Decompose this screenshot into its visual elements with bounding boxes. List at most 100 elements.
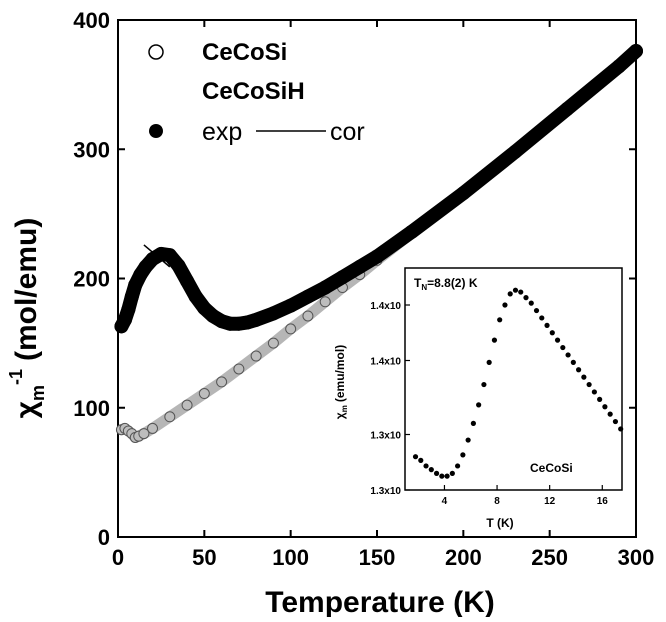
inset-point xyxy=(591,389,597,395)
inset-point xyxy=(560,344,566,351)
inset-x-ticks: 4 8 12 16 xyxy=(442,485,609,507)
main-point-cecosih xyxy=(128,277,143,292)
main-point-cecosih xyxy=(456,186,471,201)
inset-annotation-rest: =8.8(2) K xyxy=(427,276,478,290)
inset-point xyxy=(512,287,519,293)
legend-label-exp: exp xyxy=(202,118,242,146)
inset-point xyxy=(539,315,545,321)
main-x-tick-label: 150 xyxy=(359,545,396,570)
y-axis-title-symbol: χ xyxy=(10,400,43,418)
main-point-cecosih xyxy=(611,59,626,74)
inset-plot: 4 8 12 16 1.3x10 1.3x10 1.4x10 1.4x10 TN=8.8(2… xyxy=(333,267,624,530)
main-point-cecosih xyxy=(300,289,315,304)
inset-point xyxy=(476,402,482,408)
inset-point xyxy=(570,359,576,365)
inset-point xyxy=(412,454,419,460)
main-y-ticks: 0 100 200 300 400 xyxy=(73,8,636,550)
main-point-cecosih xyxy=(283,298,298,313)
main-point-cecosi xyxy=(198,388,210,400)
inset-point xyxy=(549,330,555,336)
main-point-cecosih xyxy=(318,280,333,295)
main-point-cecosi xyxy=(164,411,176,423)
inset-point xyxy=(602,404,608,410)
y-axis-title-superscript: -1 xyxy=(6,369,26,385)
inset-point xyxy=(544,322,550,328)
main-x-tick-label: 250 xyxy=(531,545,568,570)
y-axis-title: χm-1 (mol/emu) xyxy=(6,218,48,419)
main-point-cecosih xyxy=(370,249,384,264)
legend-filled-circle-marker xyxy=(149,124,163,138)
inset-point xyxy=(607,411,613,417)
main-series xyxy=(114,44,643,443)
inset-y-tick-label: 1.4x10 xyxy=(370,357,401,368)
main-point-cecosih xyxy=(508,144,523,159)
legend-label-cor: cor xyxy=(330,118,365,146)
inset-point xyxy=(486,359,492,365)
main-point-cecosih xyxy=(629,44,643,59)
main-x-tick-label: 300 xyxy=(618,545,655,570)
inset-x-tick-label: 8 xyxy=(494,496,500,507)
main-x-ticks: 0 50 100 150 200 250 300 xyxy=(112,20,654,570)
inset-point xyxy=(612,418,619,425)
inset-point xyxy=(455,463,461,469)
main-point-cecosi xyxy=(302,310,314,322)
inset-point xyxy=(481,381,487,388)
inset-point xyxy=(618,426,624,432)
inset-point xyxy=(465,437,471,443)
inset-y-axis-title-unit: (emu/mol) xyxy=(333,345,347,402)
inset-y-axis-title-subscript: m xyxy=(340,405,349,412)
inset-series xyxy=(412,287,624,479)
inset-x-tick-label: 16 xyxy=(597,496,609,507)
main-y-tick-label: 300 xyxy=(73,137,110,162)
main-x-tick-label: 100 xyxy=(272,545,309,570)
main-point-cecosih xyxy=(180,274,195,289)
inset-annotation-tn: TN=8.8(2) K xyxy=(414,276,478,292)
legend: CeCoSi CeCoSiH exp cor xyxy=(148,39,365,146)
inset-point xyxy=(449,470,455,476)
inset-y-ticks: 1.3x10 1.3x10 1.4x10 1.4x10 xyxy=(370,301,410,497)
main-y-tick-label: 0 xyxy=(98,525,110,550)
inset-point xyxy=(439,473,445,479)
main-point-cecosih xyxy=(404,224,419,239)
y-axis-title-subscript: m xyxy=(28,385,48,401)
inset-point xyxy=(444,473,450,479)
inset-point xyxy=(565,352,571,358)
inset-y-tick-label: 1.3x10 xyxy=(370,431,401,442)
inset-y-axis-title-symbol: χ xyxy=(333,412,347,419)
inset-annotation-main: T xyxy=(414,276,422,290)
inset-point xyxy=(554,337,561,343)
inset-point xyxy=(491,337,498,343)
main-point-cecosih xyxy=(559,102,574,117)
legend-open-circle-marker xyxy=(148,44,164,60)
inset-point xyxy=(528,300,534,306)
inset-x-axis-title: T (K) xyxy=(486,516,513,530)
inset-annotation-subscript: N xyxy=(421,283,427,292)
inset-point xyxy=(433,470,440,476)
inset-point xyxy=(423,463,429,469)
main-point-cecosih xyxy=(171,258,186,273)
inset-point xyxy=(428,467,434,473)
legend-label-cecosih: CeCoSiH xyxy=(202,78,305,105)
main-point-cecosi xyxy=(267,337,279,349)
main-point-cecosi xyxy=(181,399,193,411)
main-point-cecosih xyxy=(124,289,139,304)
inset-y-axis-title: χm (emu/mol) xyxy=(333,345,349,419)
inset-sample-label: CeCoSi xyxy=(530,461,573,475)
inset-point xyxy=(586,381,592,388)
inset-point xyxy=(460,452,466,458)
inset-point xyxy=(523,295,529,301)
main-point-cecosi xyxy=(138,428,150,440)
main-y-tick-label: 400 xyxy=(73,8,110,33)
inset-point xyxy=(518,289,524,295)
main-y-tick-label: 200 xyxy=(73,267,110,292)
inset-point xyxy=(502,302,508,308)
inset-plot-frame xyxy=(404,267,623,491)
main-point-cecosih xyxy=(249,312,264,327)
main-point-cecosih xyxy=(121,302,136,317)
legend-label-cecosi: CeCoSi xyxy=(202,39,287,66)
main-plot: 0 50 100 150 200 250 300 0 100 200 300 400 xyxy=(73,8,654,570)
main-point-cecosi xyxy=(319,296,331,308)
main-point-cecosi xyxy=(147,422,159,434)
inset-y-tick-label: 1.3x10 xyxy=(370,486,401,497)
inset-point xyxy=(576,367,582,373)
